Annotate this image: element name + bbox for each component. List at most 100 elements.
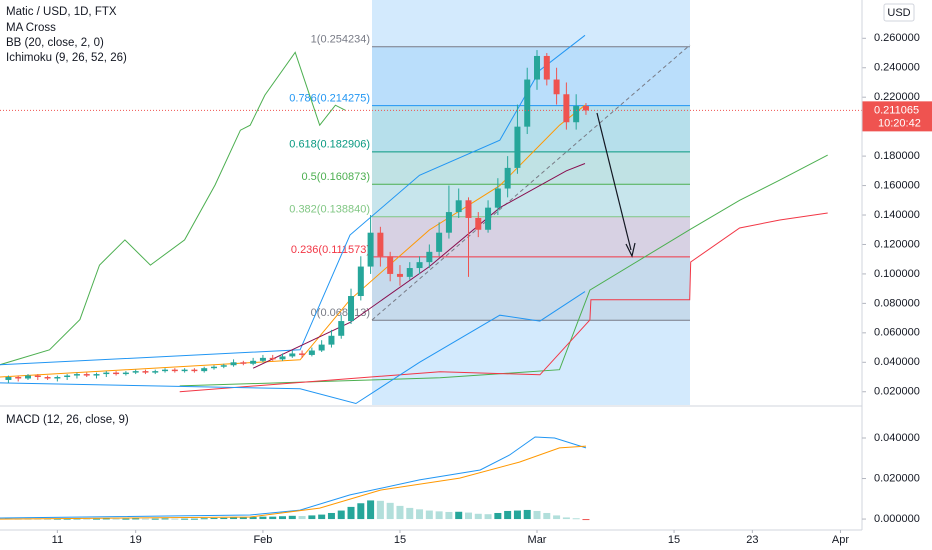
macd-histogram-bar [523,509,531,520]
time-axis: 11 19 Feb 15 Mar 15 23 Apr [52,530,849,546]
macd-histogram-bar [347,506,355,520]
fib-label: 0.786(0.214275) [289,93,370,105]
macd-histogram-bar [220,517,228,520]
fib-band [372,216,690,257]
fib-label: 1(0.254234) [311,34,370,46]
fib-band [372,256,690,321]
candle-body [103,372,110,375]
y-tick-label: 0.140000 [874,209,920,221]
y-tick-label: 0.040000 [874,356,920,368]
macd-histogram-bar [239,517,247,520]
macd-histogram-bar [357,503,365,520]
y-tick-label: 0.080000 [874,297,920,309]
y-tick-label: 0.260000 [874,32,920,44]
macd-line [0,436,587,519]
macd-histogram-bar [425,510,433,520]
macd-histogram-bar [93,518,101,520]
candle-body [524,79,531,127]
macd-histogram-bar [396,505,404,520]
macd-histogram-bar [161,518,169,520]
candle-body [563,94,570,123]
macd-panel: 0.000000 0.020000 0.040000 [0,432,920,525]
fib-label: 0.382(0.138840) [289,204,370,216]
y-tick-label: 0.020000 [874,472,920,484]
macd-histogram-bar [63,518,71,520]
candle-body [132,371,139,373]
fib-band [372,184,690,217]
x-tick-label: Apr [832,534,849,546]
fib-label: 0(0.068513) [311,307,370,319]
arrow-head [625,242,636,258]
macd-histogram-bar [464,512,472,520]
macd-histogram-bar [141,518,149,520]
macd-histogram-bar [200,518,208,520]
candle-body [406,268,413,277]
macd-histogram-bar [102,518,110,520]
macd-histogram-bar [53,518,61,520]
candle-body [73,374,80,376]
macd-histogram-bar [562,517,570,520]
fib-trend-line [371,44,691,321]
currency-label[interactable]: USD [887,7,910,19]
macd-histogram-bar [190,518,198,520]
candle-body [162,369,169,372]
candle-body [357,266,364,297]
indicator-line [179,212,828,393]
macd-histogram-bar [494,512,502,520]
candle-body [113,372,120,375]
projection-arrow [596,112,632,251]
currency-box[interactable] [883,3,915,22]
candle-body [436,232,443,252]
y-tick-label: 0.000000 [874,513,920,525]
y-tick-label: 0.180000 [874,150,920,162]
x-tick-label: 15 [668,534,680,546]
macd-histogram-bar [44,518,52,520]
macd-histogram-bar [386,502,394,520]
macd-histogram-bar [327,512,335,520]
candle-body [377,232,384,257]
macd-histogram-bar [504,510,512,520]
fib-band [372,151,690,185]
macd-histogram-bar [132,518,140,520]
candle-body [426,251,433,263]
candles [5,50,589,383]
symbol-title: Matic / USD, 1D, FTX [6,6,117,18]
macd-histogram-bar [151,518,159,520]
indicator-line [179,154,828,387]
candle-body [475,217,482,230]
candle-body [191,369,198,372]
macd-histogram-bar [308,515,316,520]
macd-histogram-bar [445,511,453,520]
candle-body [328,335,335,345]
macd-histogram-bar [455,511,463,520]
x-tick-label: 23 [746,534,758,546]
candle-body [142,371,149,373]
candle-body [289,353,296,357]
candle-body [455,200,462,213]
macd-histogram-bar [112,518,120,520]
candle-body [348,296,355,322]
fib-label: 0.236(0.111573) [291,244,370,256]
candle-body [24,375,31,379]
candle-body [279,356,286,360]
candle-body [445,212,452,233]
macd-histogram-bar [122,518,130,520]
candle-body [93,374,100,376]
macd-histogram-bar [298,516,306,520]
candle-body [387,256,394,274]
candle-body [534,55,541,80]
candle-body [44,377,51,379]
candle-body [230,362,237,366]
candle-body [582,106,589,111]
macd-histogram-bar [484,514,492,520]
fib-band [372,46,690,106]
x-tick-label: Feb [253,534,272,546]
y-tick-label: 0.100000 [874,268,920,280]
macd-histogram-bar [416,509,424,520]
countdown-label: 10:20:42 [878,117,921,129]
macd-line [0,445,587,520]
candle-body [465,200,472,218]
macd-histogram-bar [337,510,345,520]
macd-histogram-bar [553,515,561,520]
